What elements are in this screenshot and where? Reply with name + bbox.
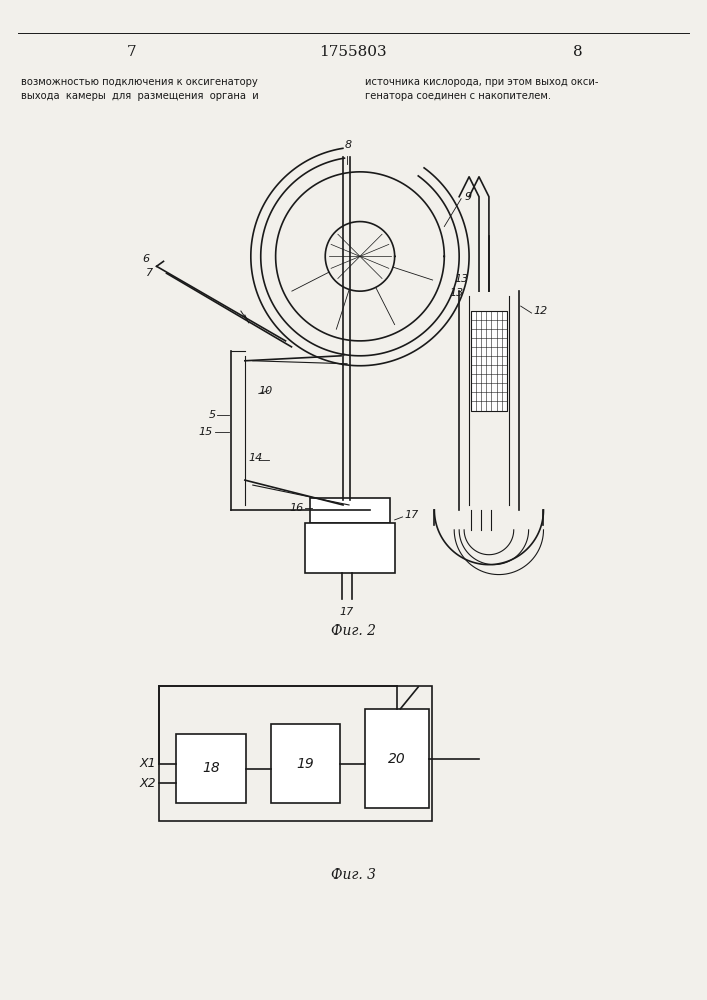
- Text: X2: X2: [140, 777, 156, 790]
- Text: Фиг. 2: Фиг. 2: [330, 624, 375, 638]
- Text: X1: X1: [140, 757, 156, 770]
- Bar: [177, 734, 246, 803]
- Text: 13: 13: [449, 288, 464, 298]
- Text: 17: 17: [340, 607, 354, 617]
- Bar: [305, 523, 395, 573]
- Text: 12: 12: [534, 306, 548, 316]
- Text: возможностью подключения к оксигенатору
выхода  камеры  для  размещения  органа : возможностью подключения к оксигенатору …: [21, 77, 258, 101]
- Text: 8: 8: [344, 140, 351, 150]
- Text: 20: 20: [388, 752, 406, 766]
- Text: 7: 7: [127, 45, 136, 60]
- Bar: [158, 686, 433, 821]
- Text: 16: 16: [289, 503, 303, 513]
- Text: 6: 6: [143, 254, 150, 264]
- Text: 10: 10: [259, 386, 273, 396]
- Text: 5: 5: [209, 410, 216, 420]
- Bar: [310, 498, 390, 523]
- Text: 18: 18: [202, 762, 220, 776]
- Text: Фиг. 3: Фиг. 3: [330, 868, 375, 882]
- Text: 17: 17: [404, 510, 419, 520]
- Text: 1755803: 1755803: [319, 45, 387, 60]
- Text: источника кислорода, при этом выход окси-
генатора соединен с накопителем.: источника кислорода, при этом выход окси…: [365, 77, 598, 101]
- Bar: [271, 724, 340, 803]
- Text: 13: 13: [454, 274, 469, 284]
- Text: 7: 7: [146, 268, 153, 278]
- Text: 8: 8: [573, 45, 583, 60]
- Bar: [365, 709, 429, 808]
- Text: 9: 9: [464, 192, 472, 202]
- Bar: [471, 311, 507, 410]
- Text: 19: 19: [296, 757, 314, 771]
- Text: 15: 15: [199, 427, 213, 437]
- Text: 14: 14: [249, 453, 263, 463]
